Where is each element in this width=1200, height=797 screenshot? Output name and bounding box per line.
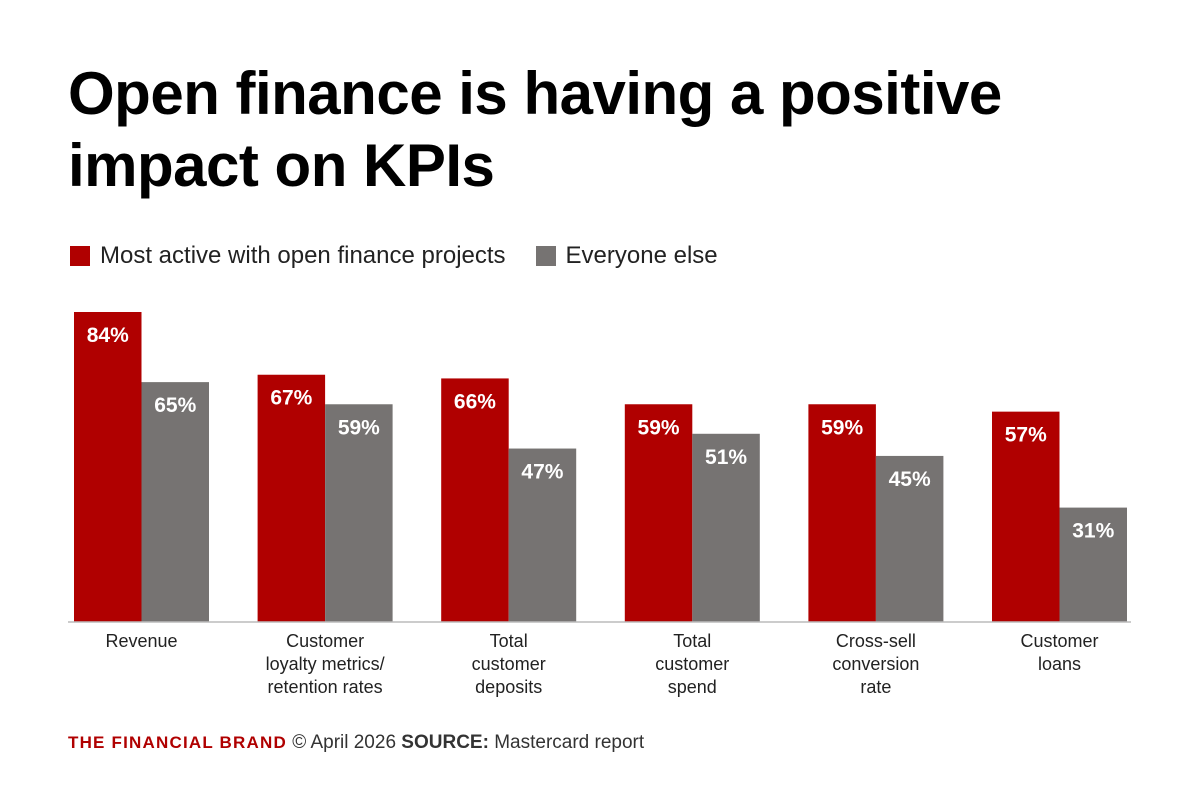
legend-item-everyone-else: Everyone else xyxy=(535,242,718,270)
legend: Most active with open finance projects E… xyxy=(70,240,748,272)
bar-most-active-5 xyxy=(992,411,1060,622)
category-label-2: Total customer deposits xyxy=(472,631,546,697)
data-label-most-active-2: 66% xyxy=(454,390,496,413)
data-label-most-active-1: 67% xyxy=(270,387,312,410)
data-label-most-active-4: 59% xyxy=(821,416,863,439)
legend-label-most-active: Most active with open finance projects xyxy=(100,242,506,269)
category-label-1: Customer loyalty metrics/retention rates xyxy=(266,631,385,697)
category-label-line: conversion xyxy=(832,654,919,674)
category-label-line: Customer xyxy=(286,631,364,651)
bar-most-active-3 xyxy=(624,404,693,622)
bar-most-active-2 xyxy=(441,378,509,622)
data-label-most-active-3: 59% xyxy=(638,416,680,439)
category-label-4: Cross-sell conversion rate xyxy=(832,631,919,697)
category-label-line: Total xyxy=(673,631,711,651)
bar-everyone-else-5 xyxy=(1059,507,1127,622)
data-label-most-active-0: 84% xyxy=(87,324,129,347)
category-label-line: deposits xyxy=(475,677,542,697)
category-label-line: spend xyxy=(668,677,717,697)
category-label-line: Customer xyxy=(1020,631,1098,651)
category-label-3: Total customer spend xyxy=(655,631,729,697)
source-label: SOURCE: xyxy=(401,732,489,753)
category-label-line: loyalty metrics/ xyxy=(266,654,385,674)
data-label-everyone-else-5: 31% xyxy=(1072,520,1114,543)
bar-chart: 84% 65% Revenue 67% 59% Customer loyalty metri… xyxy=(68,312,1131,697)
category-label-line: loans xyxy=(1038,654,1081,674)
category-label-line: Revenue xyxy=(105,631,177,651)
bar-most-active-0 xyxy=(74,312,142,622)
data-label-everyone-else-0: 65% xyxy=(154,394,196,417)
category-label-5: Customer loans xyxy=(1020,631,1098,674)
bar-most-active-4 xyxy=(808,404,876,622)
bar-everyone-else-4 xyxy=(875,455,944,622)
legend-label-everyone-else: Everyone else xyxy=(565,242,718,269)
bar-everyone-else-0 xyxy=(141,382,209,622)
chart-title: Open finance is having a positive impact… xyxy=(68,60,1002,199)
data-label-everyone-else-1: 59% xyxy=(338,416,380,439)
legend-item-most-active: Most active with open finance projects xyxy=(70,242,506,270)
category-label-line: Cross-sell xyxy=(836,631,916,651)
data-label-everyone-else-4: 45% xyxy=(889,468,931,491)
data-label-everyone-else-2: 47% xyxy=(521,461,563,484)
brand-logo: THE FINANCIAL BRAND xyxy=(68,733,287,752)
bar-everyone-else-1 xyxy=(325,404,393,622)
footer: THE FINANCIAL BRAND © April 2026 SOURCE:… xyxy=(68,732,644,754)
category-label-line: rate xyxy=(860,677,891,697)
source-text: Mastercard report xyxy=(494,732,645,753)
data-label-everyone-else-3: 51% xyxy=(705,446,747,469)
category-label-0: Revenue xyxy=(105,631,177,651)
legend-swatch-most-active xyxy=(70,246,90,266)
copyright-date: © April 2026 xyxy=(292,732,397,753)
category-label-line: customer xyxy=(655,654,729,674)
bar-everyone-else-3 xyxy=(692,433,760,622)
bar-everyone-else-2 xyxy=(508,448,577,622)
category-label-line: customer xyxy=(472,654,546,674)
legend-swatch-everyone-else xyxy=(535,246,556,266)
category-label-line: retention rates xyxy=(268,677,383,697)
data-label-most-active-5: 57% xyxy=(1005,424,1047,447)
category-label-line: Total xyxy=(490,631,528,651)
bar-most-active-1 xyxy=(257,374,326,622)
